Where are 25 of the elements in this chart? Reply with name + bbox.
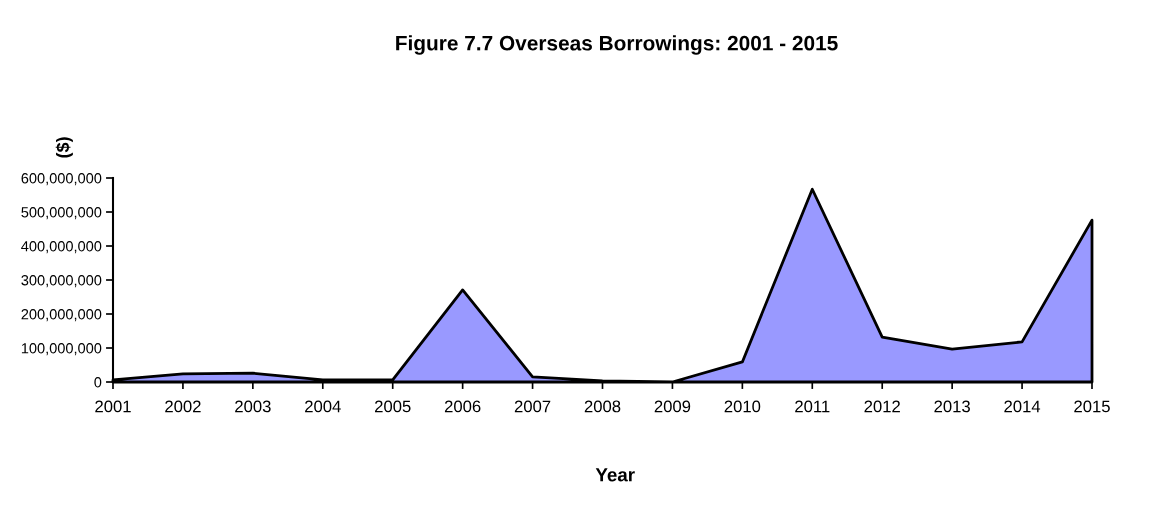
x-tick-label: 2001 (95, 400, 131, 413)
x-tick-label: 2011 (795, 400, 830, 413)
x-tick-label: 2013 (934, 400, 970, 413)
y-tick-label: 0 (94, 377, 102, 388)
x-tick-label: 2003 (235, 400, 271, 413)
x-tick-label: 2014 (1004, 400, 1041, 413)
x-tick-label: 2009 (654, 400, 691, 413)
y-tick-label: 400,000,000 (21, 241, 102, 254)
y-tick-label: 600,000,000 (21, 173, 102, 186)
y-tick-label: 500,000,000 (21, 207, 102, 220)
x-tick-label: 2006 (444, 400, 481, 413)
y-axis-title: ($) (55, 137, 73, 158)
x-tick-label: 2005 (375, 400, 411, 413)
y-tick-label: 300,000,000 (21, 275, 102, 288)
chart-title: Figure 7.7 Overseas Borrowings: 2001 - 2015 (396, 35, 838, 55)
x-tick-label: 2008 (584, 400, 621, 413)
x-tick-label: 2012 (864, 400, 900, 413)
x-axis-title: Year (595, 468, 635, 482)
y-tick-label: 200,000,000 (21, 309, 102, 322)
x-tick-label: 2004 (305, 400, 341, 413)
x-tick-label: 2002 (165, 400, 201, 413)
x-tick-label: 2007 (514, 400, 551, 413)
x-tick-label: 2015 (1074, 400, 1110, 413)
y-tick-label: 100,000,000 (21, 343, 102, 356)
x-tick-label: 2010 (724, 400, 761, 413)
